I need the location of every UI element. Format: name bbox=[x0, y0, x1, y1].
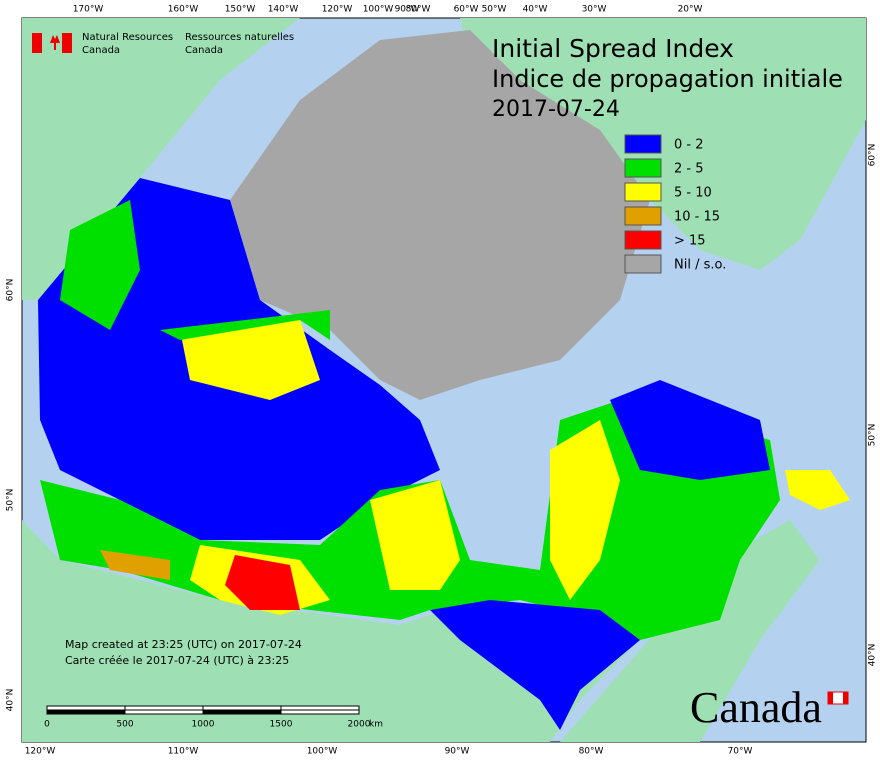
graticule-label: 30°W bbox=[582, 5, 607, 15]
legend-swatch bbox=[624, 230, 662, 250]
scale-segment bbox=[124, 705, 204, 711]
isi-yellow-nl bbox=[785, 470, 850, 510]
isi-green-nw bbox=[160, 310, 330, 340]
graticule-label: 100°W bbox=[363, 5, 394, 15]
scale-unit: km bbox=[369, 720, 383, 730]
scale-label: 1000 bbox=[192, 720, 215, 730]
legend-label: > 15 bbox=[674, 234, 706, 249]
graticule-label: 80°W bbox=[406, 5, 431, 15]
scale-segment bbox=[202, 709, 282, 715]
wordmark-flag-bar bbox=[828, 692, 833, 704]
isi-yellow-qc bbox=[550, 420, 620, 600]
graticule-label: 110°W bbox=[168, 747, 199, 757]
graticule-label: 90°W bbox=[445, 747, 470, 757]
scale-label: 2000 bbox=[348, 720, 371, 730]
title-fr: Indice de propagation initiale bbox=[492, 65, 843, 93]
scale-segment bbox=[46, 709, 126, 715]
isi-yellow-on bbox=[370, 480, 460, 590]
graticule-label: 160°W bbox=[168, 5, 199, 15]
legend-swatch bbox=[624, 182, 662, 202]
legend-label: 5 - 10 bbox=[674, 186, 712, 201]
graticule-label: 50°N bbox=[868, 424, 878, 447]
graticule-label: 80°W bbox=[579, 747, 604, 757]
legend-swatch bbox=[624, 158, 662, 178]
graticule-label: 150°W bbox=[225, 5, 256, 15]
graticule-label: 60°N bbox=[868, 144, 878, 167]
scale-segment bbox=[280, 705, 360, 711]
legend-label: 10 - 15 bbox=[674, 210, 720, 225]
isi-orange-bc bbox=[100, 550, 170, 580]
graticule-label: 70°W bbox=[728, 747, 753, 757]
graticule-label: 120°W bbox=[322, 5, 353, 15]
isi-yellow-nw bbox=[180, 320, 320, 400]
date: 2017-07-24 bbox=[492, 97, 620, 122]
agency-signature: Natural Resources Canada Ressources natu… bbox=[32, 32, 294, 56]
flag-bar bbox=[32, 33, 42, 53]
wordmark-flag-bar bbox=[843, 692, 848, 704]
graticule-label: 40°W bbox=[523, 5, 548, 15]
isi-green-bc bbox=[60, 200, 140, 330]
graticule-label: 100°W bbox=[307, 747, 338, 757]
scale-segment bbox=[124, 709, 204, 715]
agency-en: Natural Resources bbox=[82, 32, 173, 43]
map bbox=[21, 17, 867, 743]
note: Carte créée le 2017-07-24 (UTC) à 23:25 bbox=[65, 654, 289, 667]
graticule-label: 120°W bbox=[25, 747, 56, 757]
legend-label: 0 - 2 bbox=[674, 138, 704, 153]
graticule-label: 60°N bbox=[6, 279, 16, 302]
legend-swatch bbox=[624, 206, 662, 226]
scale-segment bbox=[46, 705, 126, 711]
agency-fr: Canada bbox=[185, 45, 223, 56]
graticule-label: 140°W bbox=[268, 5, 299, 15]
arctic bbox=[230, 30, 650, 400]
graticule-label: 170°W bbox=[73, 5, 104, 15]
scale-label: 1500 bbox=[270, 720, 293, 730]
isi-blue-on bbox=[430, 600, 640, 730]
isi-red-sk bbox=[225, 555, 300, 610]
usa-east bbox=[560, 520, 820, 742]
flag-leaf bbox=[50, 35, 60, 50]
agency-fr: Ressources naturelles bbox=[185, 32, 294, 43]
graticule-label: 90°W bbox=[395, 5, 420, 15]
graticule-label: 40°N bbox=[868, 644, 878, 667]
usa bbox=[22, 520, 640, 742]
scale-segment bbox=[202, 705, 282, 711]
legend-swatch bbox=[624, 254, 662, 274]
graticule-label: 20°W bbox=[678, 5, 703, 15]
graticule-label: 50°N bbox=[6, 489, 16, 512]
legend-label: Nil / s.o. bbox=[674, 258, 726, 273]
isi-blue-qc bbox=[610, 380, 770, 480]
scale-segment bbox=[280, 709, 360, 715]
graticule-label: 60°W bbox=[454, 5, 479, 15]
title: Initial Spread Index bbox=[492, 34, 734, 63]
graticule-label: 40°N bbox=[6, 689, 16, 712]
note: Map created at 23:25 (UTC) on 2017-07-24 bbox=[65, 638, 302, 651]
scale-label: 0 bbox=[44, 720, 50, 730]
agency-en: Canada bbox=[82, 45, 120, 56]
greenland bbox=[460, 18, 866, 270]
graticule-label: 50°W bbox=[482, 5, 507, 15]
wordmark: Canada bbox=[690, 683, 822, 732]
scale-label: 500 bbox=[116, 720, 133, 730]
legend-label: 2 - 5 bbox=[674, 162, 704, 177]
legend-swatch bbox=[624, 134, 662, 154]
flag-bar bbox=[62, 33, 72, 53]
